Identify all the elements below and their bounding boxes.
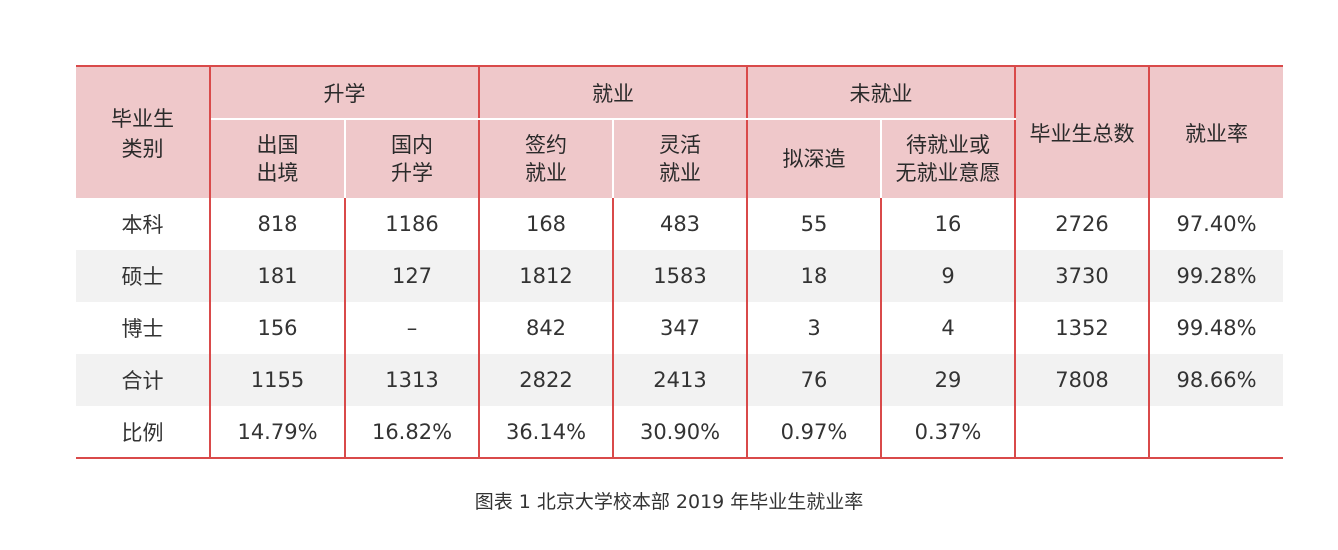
header-abroad-line1: 出国 (256, 133, 299, 157)
cell-signed: 1812 (479, 250, 614, 302)
header-group-not-employed: 未就业 (747, 66, 1016, 120)
cell-domestic: – (345, 302, 480, 354)
table-row: 本科 818 1186 168 483 55 16 2726 97.40% (76, 198, 1283, 250)
cell-domestic: 1186 (345, 198, 480, 250)
cell-rate: 97.40% (1176, 212, 1257, 236)
employment-table: 毕业生 类别 升学 就业 未就业 毕业生总数 就业率 出国 出境 国内 升学 (76, 65, 1283, 459)
cell-flexible: 347 (613, 302, 748, 354)
cell-rate (1149, 406, 1283, 458)
header-category: 毕业生 类别 (76, 66, 211, 198)
cell-category: 博士 (76, 302, 211, 354)
cell-abroad: 181 (210, 250, 346, 302)
header-waiting-line1: 待就业或 (906, 133, 990, 157)
cell-signed: 842 (479, 302, 614, 354)
header-category-line1: 毕业生 (111, 106, 174, 131)
cell-waiting: 9 (881, 250, 1016, 302)
cell-waiting: 16 (881, 198, 1016, 250)
cell-signed: 168 (479, 198, 614, 250)
cell-signed: 36.14% (479, 406, 614, 458)
cell-category: 本科 (76, 198, 211, 250)
header-domestic-line2: 升学 (391, 161, 433, 185)
cell-category: 硕士 (76, 250, 211, 302)
cell-waiting: 4 (881, 302, 1016, 354)
cell-planning: 18 (747, 250, 882, 302)
cell-flexible: 483 (613, 198, 748, 250)
header-rate: 就业率 (1149, 66, 1283, 198)
cell-planning: 3 (747, 302, 882, 354)
header-abroad: 出国 出境 (210, 119, 345, 198)
table-caption: 图表 1 北京大学校本部 2019 年毕业生就业率 (474, 491, 864, 513)
header-flexible-line1: 灵活 (659, 133, 701, 157)
header-category-line2: 类别 (121, 136, 164, 161)
cell-flexible: 2413 (613, 354, 748, 406)
header-abroad-line2: 出境 (256, 161, 299, 185)
cell-category: 比例 (76, 406, 211, 458)
cell-planning: 0.97% (747, 406, 882, 458)
cell-flexible: 1583 (613, 250, 748, 302)
cell-total: 2726 (1015, 198, 1150, 250)
cell-total: 7808 (1015, 354, 1150, 406)
cell-abroad: 14.79% (210, 406, 346, 458)
cell-abroad: 156 (210, 302, 346, 354)
header-group-further-study: 升学 (210, 66, 480, 120)
header-waiting-line2: 无就业意愿 (895, 161, 1001, 185)
cell-flexible: 30.90% (613, 406, 748, 458)
table-row: 博士 156 – 842 347 3 4 1352 99.48% (76, 302, 1283, 354)
cell-abroad: 1155 (210, 354, 346, 406)
table-row: 比例 14.79% 16.82% 36.14% 30.90% 0.97% 0.3… (76, 406, 1283, 458)
header-signed-line1: 签约 (525, 133, 567, 157)
header-flexible: 灵活 就业 (612, 119, 748, 198)
cell-abroad: 818 (210, 198, 346, 250)
table-row: 合计 1155 1313 2822 2413 76 29 7808 98.66% (76, 354, 1283, 406)
cell-domestic: 127 (345, 250, 480, 302)
header-total: 毕业生总数 (1015, 66, 1150, 198)
header-waiting: 待就业或 无就业意愿 (880, 119, 1016, 198)
cell-waiting: 29 (881, 354, 1016, 406)
header-planning: 拟深造 (747, 119, 881, 198)
cell-domestic: 16.82% (345, 406, 480, 458)
cell-rate: 99.28% (1149, 250, 1283, 302)
header-domestic: 国内 升学 (344, 119, 480, 198)
cell-planning: 55 (747, 198, 882, 250)
cell-category: 合计 (76, 354, 211, 406)
cell-planning: 76 (747, 354, 882, 406)
header-domestic-line1: 国内 (391, 133, 433, 157)
cell-signed: 2822 (479, 354, 614, 406)
header-group-employed: 就业 (479, 66, 748, 120)
header-flexible-line2: 就业 (659, 161, 701, 185)
cell-total: 3730 (1015, 250, 1150, 302)
header-signed-line2: 就业 (525, 161, 567, 185)
cell-total: 1352 (1015, 302, 1150, 354)
table-row: 硕士 181 127 1812 1583 18 9 3730 99.28% (76, 250, 1283, 302)
cell-waiting: 0.37% (881, 406, 1016, 458)
cell-total (1015, 406, 1150, 458)
cell-domestic: 1313 (345, 354, 480, 406)
cell-rate: 98.66% (1149, 354, 1283, 406)
header-signed: 签约 就业 (479, 119, 613, 198)
cell-rate: 99.48% (1176, 316, 1257, 340)
